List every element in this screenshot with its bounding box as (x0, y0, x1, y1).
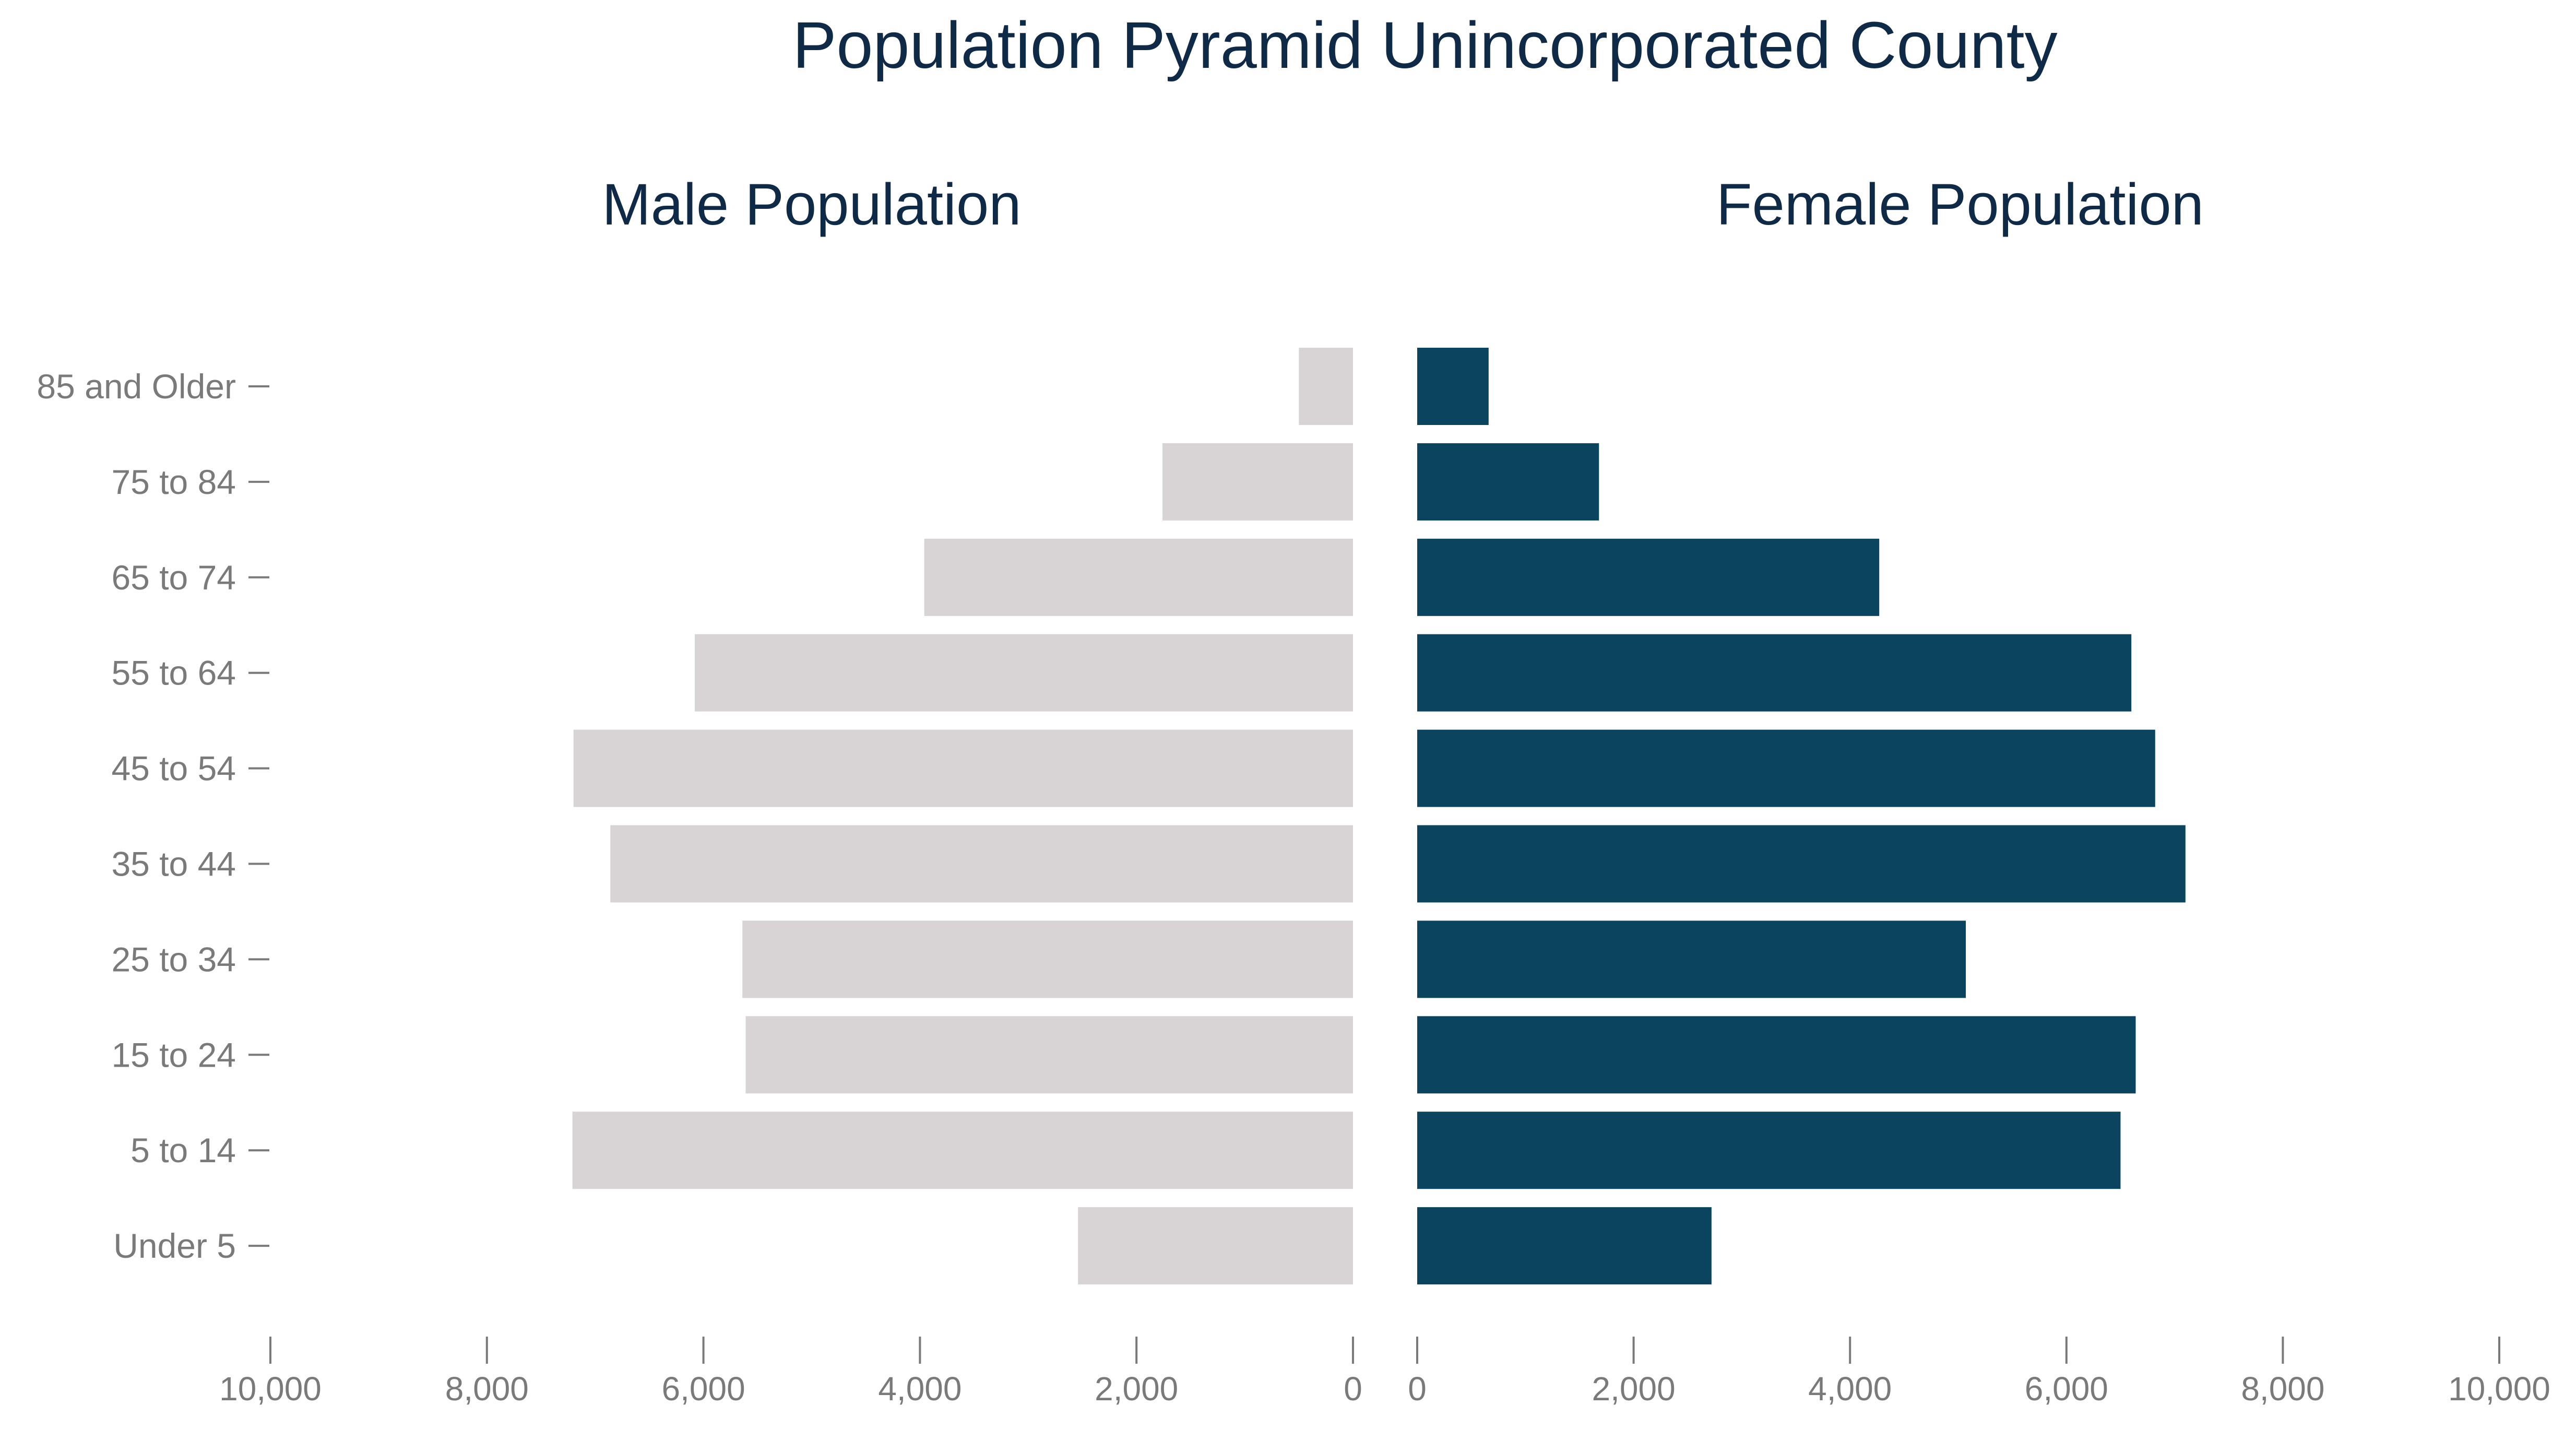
male-bar-5-to-14 (572, 1112, 1353, 1189)
female-panel-title: Female Population (1716, 172, 2204, 237)
male-axis-tick-label-4000: 4,000 (878, 1370, 961, 1408)
male-bar-25-to-34 (742, 920, 1353, 998)
female-bar-45-to-54 (1417, 729, 2155, 807)
male-panel-title: Male Population (602, 172, 1021, 237)
male-bar-under-5 (1078, 1207, 1353, 1285)
axes-layer: 10,000 8,000 6,000 4,000 2,000 0 0 2,000 4,000 6,… (219, 1337, 2550, 1408)
category-label-25-to-34: 25 to 34 (111, 940, 236, 978)
male-axis-tick-label-10000: 10,000 (219, 1370, 322, 1408)
category-label-5-to-14: 5 to 14 (130, 1131, 236, 1170)
female-bar-25-to-34 (1417, 920, 1966, 998)
male-bar-15-to-24 (745, 1016, 1353, 1094)
category-label-85-and-older: 85 and Older (37, 367, 236, 406)
category-label-35-to-44: 35 to 44 (111, 845, 236, 883)
category-labels-layer: 85 and Older 75 to 84 65 to 74 55 to 64 45 t… (37, 367, 269, 1265)
male-bar-85-and-older (1299, 348, 1353, 425)
female-bar-85-and-older (1417, 348, 1489, 425)
female-bar-15-to-24 (1417, 1016, 2136, 1094)
male-bar-65-to-74 (924, 538, 1353, 616)
male-axis-tick-label-0: 0 (1344, 1370, 1362, 1408)
female-bar-55-to-64 (1417, 634, 2132, 712)
female-bar-5-to-14 (1417, 1112, 2121, 1189)
male-bar-75-to-84 (1162, 443, 1353, 521)
male-axis-tick-label-2000: 2,000 (1095, 1370, 1178, 1408)
category-label-65-to-74: 65 to 74 (111, 558, 236, 597)
female-bar-35-to-44 (1417, 825, 2186, 903)
female-axis-tick-label-4000: 4,000 (1808, 1370, 1892, 1408)
male-axis-tick-label-6000: 6,000 (662, 1370, 745, 1408)
male-bar-35-to-44 (610, 825, 1353, 903)
category-label-15-to-24: 15 to 24 (111, 1035, 236, 1074)
female-bar-under-5 (1417, 1207, 1712, 1285)
female-axis-tick-label-6000: 6,000 (2025, 1370, 2108, 1408)
chart-title: Population Pyramid Unincorporated County (792, 8, 2057, 82)
female-axis-tick-label-2000: 2,000 (1592, 1370, 1676, 1408)
female-axis-tick-label-10000: 10,000 (2448, 1370, 2550, 1408)
male-bar-55-to-64 (695, 634, 1353, 712)
female-bar-65-to-74 (1417, 538, 1880, 616)
category-label-75-to-84: 75 to 84 (111, 463, 236, 501)
category-label-45-to-54: 45 to 54 (111, 749, 236, 788)
category-label-55-to-64: 55 to 64 (111, 654, 236, 692)
male-bar-45-to-54 (573, 729, 1353, 807)
female-bar-75-to-84 (1417, 443, 1599, 521)
male-axis-tick-label-8000: 8,000 (445, 1370, 529, 1408)
bars-layer (572, 348, 2186, 1285)
category-label-under-5: Under 5 (113, 1226, 236, 1265)
female-axis-tick-label-0: 0 (1408, 1370, 1427, 1408)
female-axis-tick-label-8000: 8,000 (2241, 1370, 2324, 1408)
